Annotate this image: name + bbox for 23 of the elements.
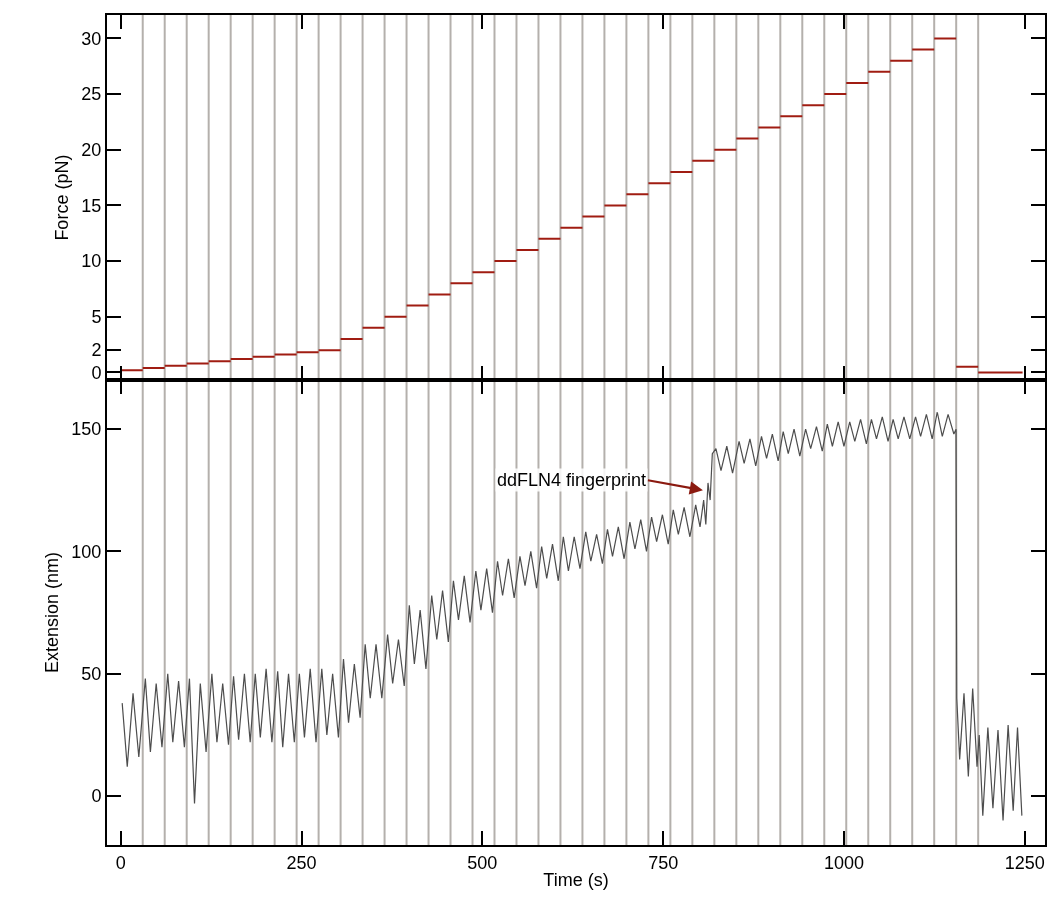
x-tick-label: 750 (648, 852, 679, 873)
y-tick-label: 100 (71, 541, 102, 562)
y-tick-label: 2 (91, 340, 102, 361)
y-tick-label: 30 (81, 28, 102, 49)
y-tick-label: 150 (71, 419, 102, 440)
x-tick-label: 1250 (1004, 852, 1045, 873)
y-tick-label: 10 (81, 251, 102, 272)
y-axis-title: Extension (nm) (42, 552, 63, 674)
x-tick-label: 250 (286, 852, 317, 873)
x-tick-label: 1000 (823, 852, 864, 873)
x-tick-label: 0 (115, 852, 126, 873)
y-tick-label: 25 (81, 84, 102, 105)
line-series (121, 411, 1023, 822)
y-tick-label: 50 (81, 664, 102, 685)
y-tick-label: 0 (91, 786, 102, 807)
x-axis-title: Time (s) (543, 870, 609, 891)
y-tick-label: 0 (91, 362, 102, 383)
y-axis-title: Force (pN) (52, 154, 73, 241)
y-tick-label: 20 (81, 140, 102, 161)
y-tick-label: 15 (81, 195, 102, 216)
y-tick-label: 5 (91, 307, 102, 328)
x-tick-label: 500 (467, 852, 498, 873)
annotation: ddFLN4 fingerprint (497, 470, 647, 490)
